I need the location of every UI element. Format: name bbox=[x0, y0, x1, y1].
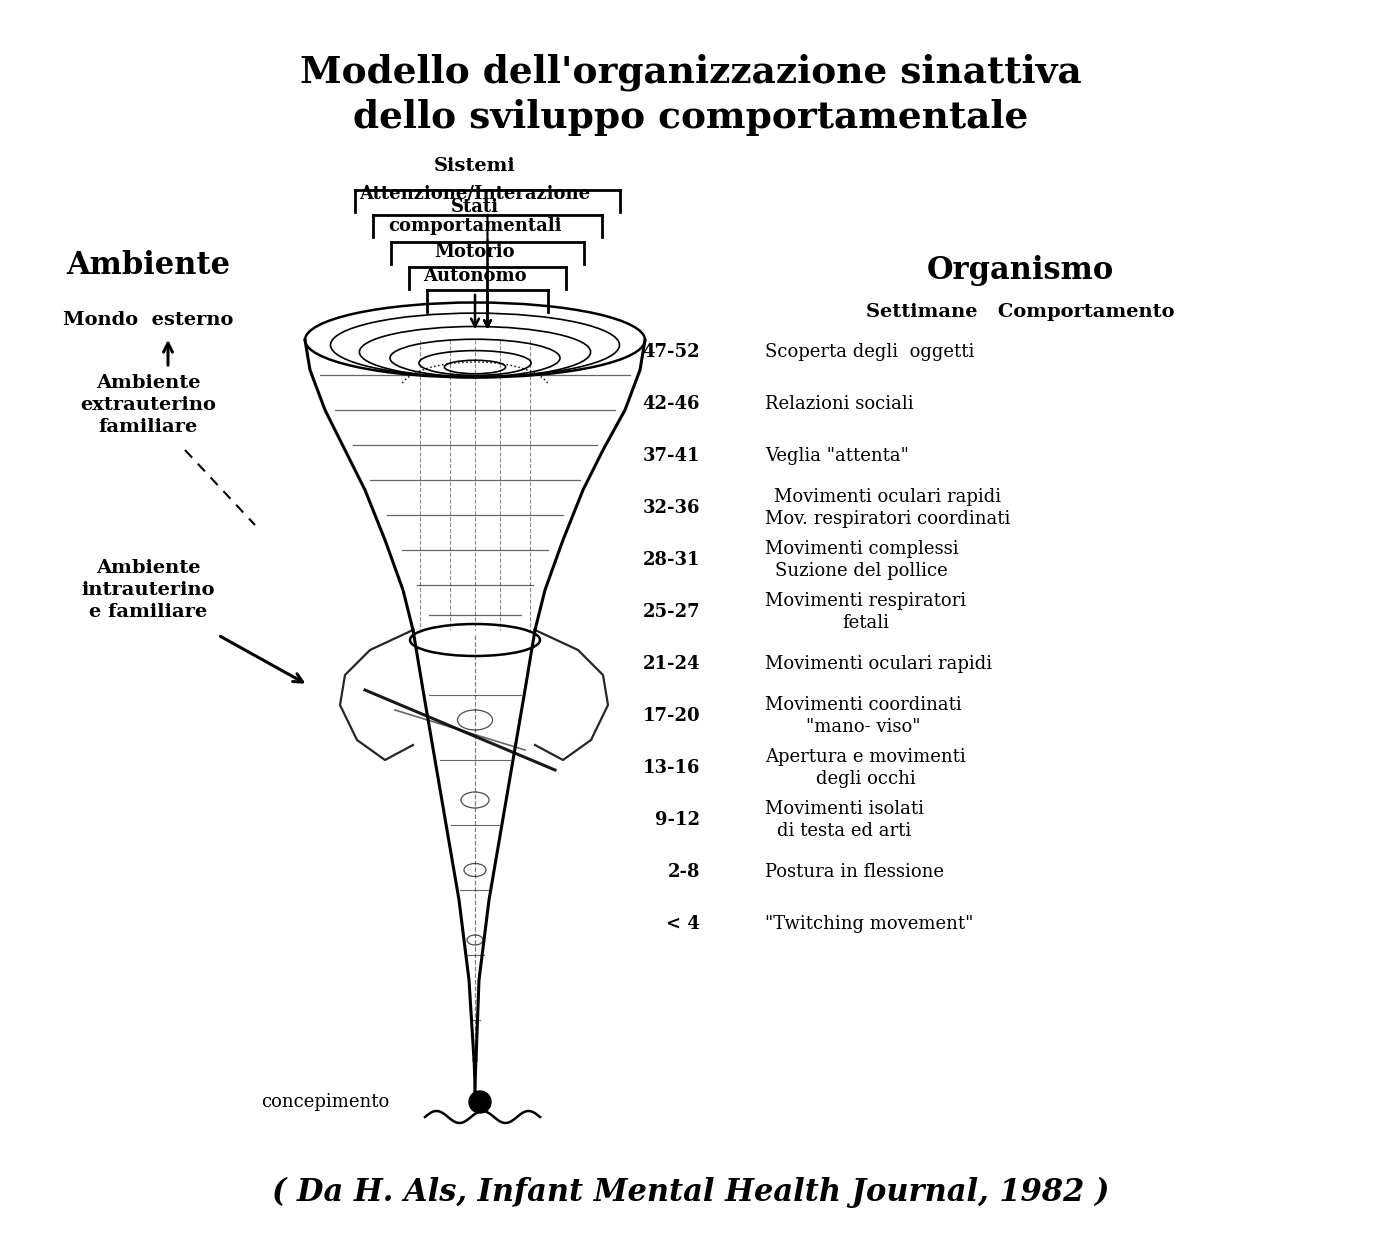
Text: Ambiente
extrauterino
familiare: Ambiente extrauterino familiare bbox=[80, 374, 216, 436]
Text: 28-31: 28-31 bbox=[643, 551, 700, 569]
Text: ( Da H. Als, Infant Mental Health Journal, 1982 ): ( Da H. Als, Infant Mental Health Journa… bbox=[272, 1176, 1109, 1208]
Text: < 4: < 4 bbox=[667, 915, 700, 932]
Text: Veglia "attenta": Veglia "attenta" bbox=[765, 448, 909, 465]
Text: Mondo  esterno: Mondo esterno bbox=[62, 311, 234, 329]
Text: Modello dell'organizzazione sinattiva: Modello dell'organizzazione sinattiva bbox=[300, 54, 1082, 91]
Text: 42-46: 42-46 bbox=[643, 395, 700, 412]
Text: 2-8: 2-8 bbox=[668, 862, 700, 881]
Text: Settimane   Comportamento: Settimane Comportamento bbox=[866, 302, 1174, 321]
Text: Ambiente: Ambiente bbox=[66, 250, 230, 280]
Text: 32-36: 32-36 bbox=[643, 499, 700, 518]
Text: concepimento: concepimento bbox=[261, 1092, 389, 1111]
Text: 25-27: 25-27 bbox=[642, 602, 700, 621]
Text: Organismo: Organismo bbox=[927, 255, 1113, 285]
Text: Apertura e movimenti
degli occhi: Apertura e movimenti degli occhi bbox=[765, 748, 965, 788]
Text: Movimenti respiratori
fetali: Movimenti respiratori fetali bbox=[765, 592, 967, 632]
Text: 13-16: 13-16 bbox=[643, 759, 700, 778]
Text: Movimenti complessi
Suzione del pollice: Movimenti complessi Suzione del pollice bbox=[765, 540, 958, 580]
Text: dello sviluppo comportamentale: dello sviluppo comportamentale bbox=[354, 99, 1029, 135]
Text: Motorio: Motorio bbox=[434, 242, 516, 261]
Text: Movimenti oculari rapidi
Mov. respiratori coordinati: Movimenti oculari rapidi Mov. respirator… bbox=[765, 488, 1011, 528]
Text: Relazioni sociali: Relazioni sociali bbox=[765, 395, 914, 412]
Text: 17-20: 17-20 bbox=[642, 707, 700, 725]
Text: Scoperta degli  oggetti: Scoperta degli oggetti bbox=[765, 342, 975, 361]
Text: Postura in flessione: Postura in flessione bbox=[765, 862, 945, 881]
Text: Movimenti isolati
di testa ed arti: Movimenti isolati di testa ed arti bbox=[765, 800, 924, 840]
Circle shape bbox=[469, 1091, 491, 1112]
Text: Autonomo: Autonomo bbox=[423, 268, 527, 285]
Text: "Twitching movement": "Twitching movement" bbox=[765, 915, 974, 932]
Text: Ambiente
intrauterino
e familiare: Ambiente intrauterino e familiare bbox=[82, 559, 214, 621]
Text: 47-52: 47-52 bbox=[642, 342, 700, 361]
Text: Sistemi: Sistemi bbox=[434, 158, 516, 175]
Text: Attenzione/Interazione: Attenzione/Interazione bbox=[360, 185, 591, 202]
Text: 37-41: 37-41 bbox=[643, 448, 700, 465]
Text: 9-12: 9-12 bbox=[656, 811, 700, 829]
Text: 21-24: 21-24 bbox=[643, 655, 700, 672]
Text: Stati
comportamentali: Stati comportamentali bbox=[389, 198, 561, 235]
Text: Movimenti coordinati
"mano- viso": Movimenti coordinati "mano- viso" bbox=[765, 696, 961, 736]
Text: Movimenti oculari rapidi: Movimenti oculari rapidi bbox=[765, 655, 992, 672]
